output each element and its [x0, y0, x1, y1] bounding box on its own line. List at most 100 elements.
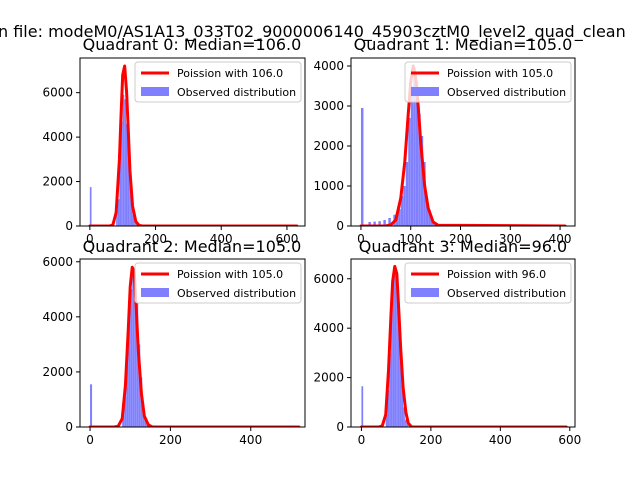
legend-q2: Poission with 105.0 Observed distribution	[134, 262, 302, 304]
subplot-title-q3: Quadrant 3: Median=96.0	[359, 237, 567, 256]
legend-observed-label-q3: Observed distribution	[447, 287, 566, 300]
observed-bar-q3	[406, 424, 409, 427]
legend-poisson-label-q0: Poission with 106.0	[177, 67, 283, 80]
observed-bar-q2	[136, 303, 139, 427]
y-tick-label-q1: 2000	[313, 139, 344, 153]
y-tick-label-q3: 0	[336, 420, 344, 434]
y-tick-label-q0: 4000	[42, 130, 73, 144]
observed-bar-q1	[405, 162, 409, 226]
x-tick-label-q1: 300	[499, 232, 522, 246]
legend-observed-swatch-q3	[411, 288, 439, 297]
x-tick-label-q3: 400	[489, 433, 512, 447]
y-tick-label-q0: 6000	[42, 86, 73, 100]
x-tick-label-q2: 200	[159, 433, 182, 447]
legend-q0: Poission with 106.0 Observed distribution	[134, 61, 302, 103]
observed-bar-q0	[132, 214, 135, 226]
observed-bar-q3	[385, 414, 388, 427]
y-tick-label-q1: 3000	[313, 99, 344, 113]
observed-bar-q1	[418, 114, 421, 226]
observed-bar-q3	[403, 407, 405, 427]
x-tick-label-q2: 400	[239, 433, 262, 447]
observed-bar-q0	[125, 123, 128, 226]
observed-bar-q2	[122, 415, 125, 427]
observed-bar-q1	[388, 218, 391, 226]
legend-observed-label-q0: Observed distribution	[177, 86, 296, 99]
subplot-title-q2: Quadrant 2: Median=105.0	[83, 237, 302, 256]
observed-bar-q0	[127, 143, 130, 226]
plot-area-q1	[359, 64, 567, 226]
y-tick-label-q2: 2000	[42, 365, 73, 379]
observed-bar-q1	[360, 108, 364, 226]
y-tick-label-q3: 2000	[313, 371, 344, 385]
poisson-line-q2	[88, 265, 301, 427]
observed-bar-q0	[119, 157, 122, 226]
observed-bar-q1	[403, 186, 406, 226]
poisson-line-q0	[88, 64, 299, 226]
observed-bar-q0	[89, 187, 92, 226]
observed-bar-q2	[124, 396, 127, 427]
observed-bar-q2	[138, 344, 141, 427]
x-tick-label-q3: 200	[419, 433, 442, 447]
observed-bar-q1	[408, 118, 411, 226]
y-tick-label-q1: 4000	[313, 59, 344, 73]
legend-box-q2	[134, 262, 302, 304]
y-tick-label-q2: 6000	[42, 255, 73, 269]
observed-bar-q3	[392, 278, 395, 427]
legend-q1: Poission with 105.0 Observed distribution	[404, 61, 572, 103]
x-tick-label-q2: 0	[86, 433, 94, 447]
legend-poisson-label-q2: Poission with 105.0	[177, 268, 283, 281]
observed-bar-q3	[404, 419, 407, 427]
legend-observed-swatch-q2	[141, 288, 169, 297]
observed-bar-q2	[130, 289, 133, 427]
y-tick-label-q1: 0	[336, 219, 344, 233]
observed-bar-q1	[425, 198, 429, 226]
y-tick-label-q2: 0	[65, 420, 73, 434]
x-tick-label-q3: 0	[358, 433, 366, 447]
y-tick-label-q3: 4000	[313, 321, 344, 335]
observed-bar-q0	[130, 201, 133, 226]
y-tick-label-q0: 0	[65, 219, 73, 233]
legend-observed-swatch-q0	[141, 87, 169, 96]
observed-bar-q1	[383, 220, 386, 226]
x-tick-label-q0: 0	[86, 232, 94, 246]
observed-bar-q3	[399, 347, 402, 427]
x-tick-label-q1: 200	[449, 232, 472, 246]
observed-bar-q1	[413, 68, 416, 226]
observed-bar-q3	[394, 271, 397, 427]
subplot-titles: Quadrant 0: Median=106.0 Quadrant 1: Med…	[83, 35, 573, 256]
observed-bar-q2	[90, 384, 93, 427]
observed-bar-q0	[135, 224, 138, 226]
observed-bar-q1	[433, 223, 436, 226]
legend-q3: Poission with 96.0 Observed distribution	[404, 262, 572, 304]
legend-poisson-label-q1: Poission with 105.0	[447, 67, 553, 80]
axes-frame-q0	[79, 57, 306, 227]
legend-observed-swatch-q1	[411, 87, 439, 96]
y-tick-label-q0: 2000	[42, 175, 73, 189]
axes-frame-q1	[350, 57, 576, 227]
axes-frame-q3	[350, 258, 576, 428]
observed-bar-q0	[122, 94, 125, 226]
observed-bar-q0	[117, 199, 120, 226]
legend-box-q1	[404, 61, 572, 103]
legend-poisson-label-q3: Poission with 96.0	[447, 268, 546, 281]
observed-bar-q0	[116, 210, 118, 226]
observed-bar-q2	[134, 278, 137, 427]
subplot-title-q0: Quadrant 0: Median=106.0	[83, 35, 302, 54]
observed-bar-q0	[134, 220, 136, 226]
observed-bar-q1	[373, 221, 376, 226]
observed-bar-q3	[389, 352, 391, 427]
legend-box-q3	[404, 262, 572, 304]
y-tick-label-q3: 6000	[313, 272, 344, 286]
observed-bar-q3	[387, 389, 390, 427]
plot-area-q3	[359, 264, 568, 427]
plot-area-q0	[88, 64, 299, 226]
observed-bar-q2	[126, 363, 129, 427]
observed-bar-q1	[428, 210, 431, 226]
observed-bar-q1	[400, 196, 404, 226]
observed-bar-q1	[415, 82, 419, 226]
observed-bar-q0	[124, 99, 126, 226]
observed-bar-q3	[397, 310, 400, 427]
